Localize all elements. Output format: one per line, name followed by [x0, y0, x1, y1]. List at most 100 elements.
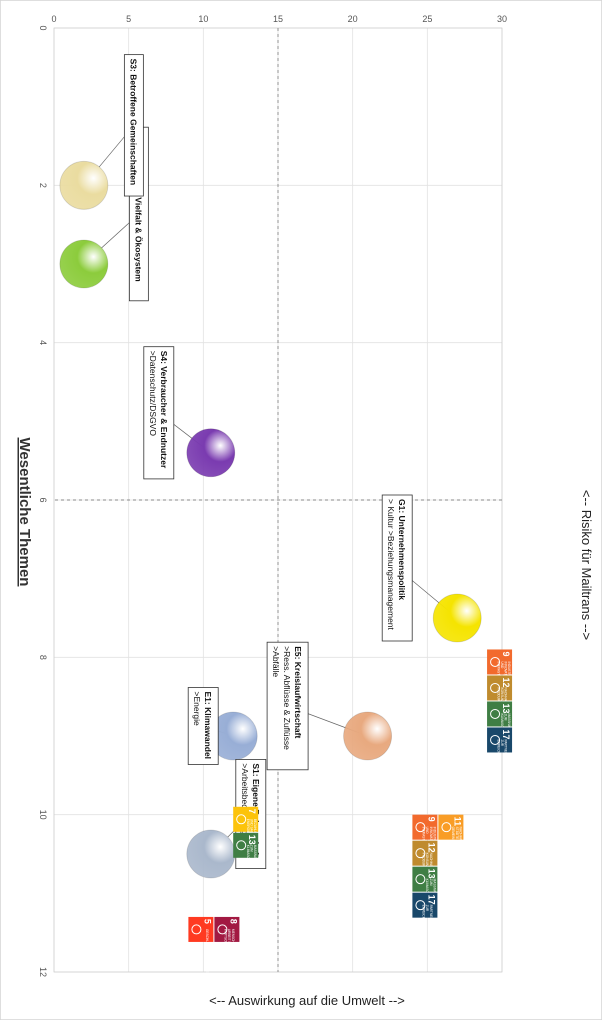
sdg-icon: [236, 840, 247, 851]
sdg-text: ENERGIE: [246, 819, 250, 833]
sdg-text: ERREICHUNG: [422, 905, 426, 927]
sdg-text: KLIMASCHUTZ: [246, 845, 250, 868]
sdg-icon: [490, 708, 501, 719]
sdg-text: MASSNAHMEN: [507, 713, 511, 737]
y-tick-label: 15: [273, 14, 283, 24]
sdg-text: MASSNAHMEN: [253, 845, 257, 869]
sdg-icon: [441, 822, 452, 833]
chart-title: Wesentliche Themen: [16, 438, 33, 587]
sdg-text: ZUR: [500, 739, 504, 746]
sdg-text: ZUM: [429, 879, 433, 886]
y-tick-label: 0: [51, 14, 56, 24]
y-tick-label: 30: [497, 14, 507, 24]
sdg-text: INNOVATION: [429, 827, 433, 847]
label-line: >Ress. Abflüsse & Zuflüsse: [282, 646, 292, 750]
sdg-number: 5: [202, 919, 212, 924]
sdg-number: 12: [501, 677, 511, 687]
label-line: >Energie: [192, 692, 202, 727]
point-label: S3: Betroffene Gemeinschaften: [123, 54, 144, 197]
sdg-text: KLIMASCHUTZ: [425, 879, 429, 902]
sdg-icon: [415, 900, 426, 911]
sdg-text: INFRASTRUKTUR: [422, 827, 426, 855]
y-axis-title: <-- Auswirkung auf die Umwelt -->: [209, 993, 405, 1008]
sdg-icon: [490, 656, 501, 667]
point-label: E1: Klimawandel>Energie: [187, 687, 219, 765]
label-box: [123, 54, 144, 197]
sdg-number: 13: [501, 703, 511, 713]
label-line: S3: Betroffene Gemeinschaften: [128, 59, 138, 186]
point-label: E5: Kreislaufwirtschaft>Ress. Abflüsse &…: [266, 641, 309, 771]
sdg-text: PRODUKTION: [496, 687, 500, 709]
sdg-text: INDUSTRIE,: [507, 661, 511, 679]
sdg-number: 17: [501, 729, 511, 739]
sdg-number: 9: [426, 817, 436, 822]
sdg-badge: 5 GESCHLECHTER-GLEICHHEIT: [188, 916, 214, 975]
sdg-text: PARTNERSCHAFTEN: [429, 905, 433, 938]
bubble: [186, 829, 236, 879]
y-tick-label: 5: [126, 14, 131, 24]
label-box: [381, 494, 413, 642]
sdg-text: PRODUKTION: [422, 853, 426, 875]
sdg-text: UND: [425, 827, 429, 835]
sdg-text: KONSUM UND: [500, 687, 504, 709]
sdg-icon: [191, 924, 202, 935]
sdg-text: PARTNERSCHAFTEN: [503, 739, 507, 772]
label-line: > Kultur >Beziehungsmanagement: [386, 499, 396, 631]
label-line: G1: Unternehmenspolitik: [397, 499, 407, 600]
label-box: [143, 346, 175, 480]
label-box: [266, 641, 309, 771]
sdg-text: ARBEIT UND: [227, 929, 231, 949]
point-label: G1: Unternehmenspolitik> Kultur >Beziehu…: [381, 494, 413, 642]
sdg-text: STÄDTE UND: [455, 827, 459, 848]
sdg-number: 11: [452, 817, 462, 827]
x-axis-title: <-- Risiko für Mailtrans -->: [579, 490, 594, 640]
sdg-text: KLIMASCHUTZ: [500, 713, 504, 736]
y-tick-label: 20: [348, 14, 358, 24]
sdg-text: KONSUM UND: [425, 853, 429, 875]
y-tick-label: 25: [422, 14, 432, 24]
sdg-text: WIRTSCHAFTS-WACHSTUM: [224, 929, 228, 972]
x-tick-label: 8: [38, 655, 48, 660]
sdg-text: ZUM: [503, 713, 507, 720]
bubble: [343, 711, 393, 761]
bubble: [186, 428, 236, 478]
bubbles: [59, 160, 482, 879]
sdg-icon: [415, 822, 426, 833]
sdg-text: MASSNAHMEN: [432, 879, 436, 903]
label-line: >Datenschutz/DSGVO: [148, 351, 158, 437]
label-box: [187, 687, 219, 765]
sdg-icon: [236, 814, 247, 825]
point-label: S4: Verbraucher & Endnutzer>Datenschutz/…: [143, 346, 175, 480]
sdg-icon: [490, 682, 501, 693]
y-tick-label: 10: [198, 14, 208, 24]
sdg-text: NACHHALTIGE/R: [429, 853, 433, 879]
bubble: [59, 239, 109, 289]
x-tick-label: 2: [38, 183, 48, 188]
label-line: >Arbeitsbedingungen: [240, 763, 250, 844]
sdg-text: MENSCHENWÜRDIGE: [231, 929, 235, 963]
x-tick-label: 4: [38, 340, 48, 345]
sdg-text: GESCHLECHTER-GLEICHHEIT: [205, 929, 209, 975]
label-line: E4: Biologische Vielfalt & Ökosystem: [133, 131, 143, 282]
sdg-number: 13: [247, 835, 257, 845]
sdg-text: NACHHALTIGE/R: [503, 687, 507, 713]
sdg-text: GEMEINDEN: [451, 827, 455, 847]
sdg-icon: [415, 874, 426, 885]
sdg-icon: [415, 848, 426, 859]
x-tick-label: 12: [38, 967, 48, 977]
sdg-text: UND: [500, 661, 504, 669]
axis-ticks: 0 2 4 6 8 10 12 0 5 10 15 20 25 30: [38, 14, 507, 977]
bubble: [59, 160, 109, 210]
sdg-icon: [217, 924, 228, 935]
